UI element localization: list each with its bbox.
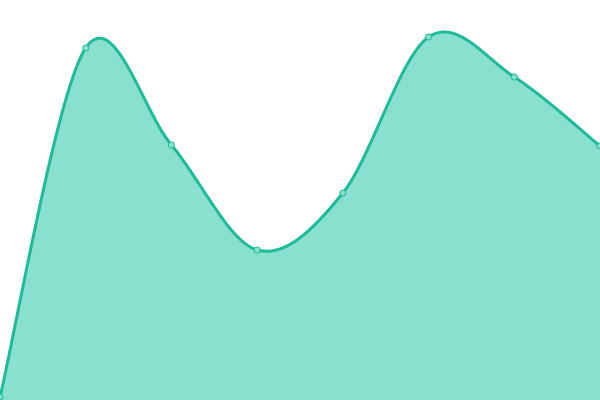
- data-point: [0, 393, 4, 400]
- data-point: [596, 142, 600, 150]
- data-point: [167, 141, 175, 149]
- area-fill: [0, 31, 600, 400]
- data-point: [253, 246, 261, 254]
- data-point: [82, 44, 90, 52]
- data-points: [0, 33, 600, 400]
- data-point: [425, 33, 433, 41]
- data-point: [339, 189, 347, 197]
- data-point: [510, 73, 518, 81]
